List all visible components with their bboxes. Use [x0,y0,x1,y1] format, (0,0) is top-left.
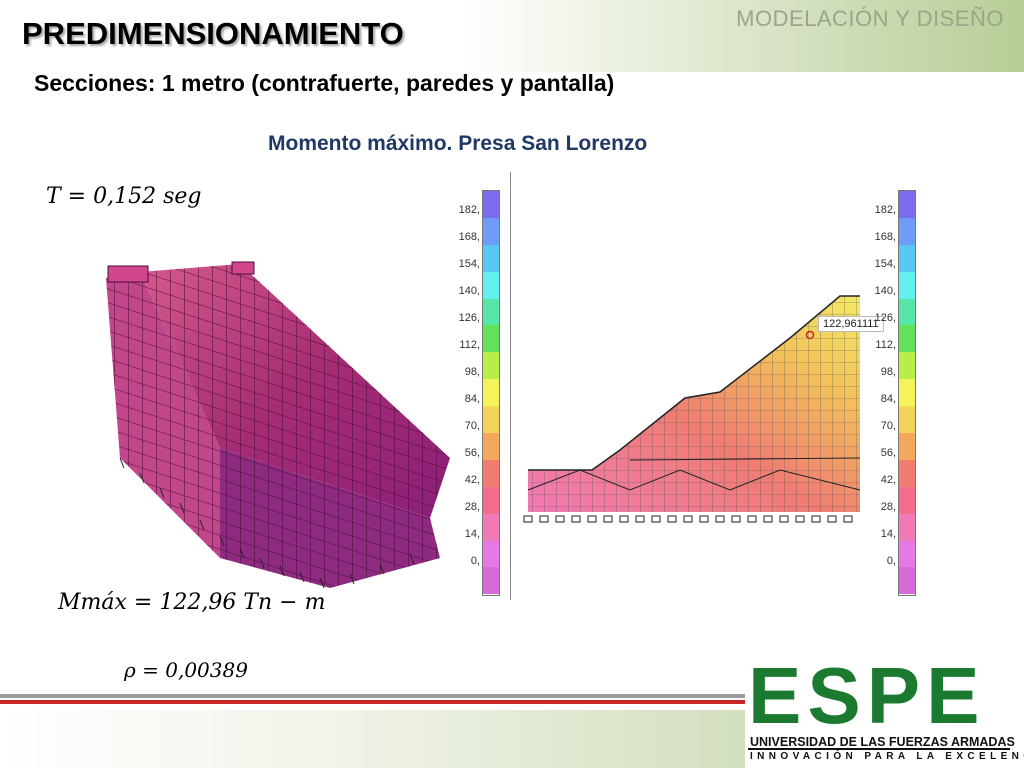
legend-swatch [483,217,499,245]
legend-swatch [899,486,915,514]
legend-tick: 28, [464,501,480,513]
legend-tick: 98, [880,366,896,378]
legend-left-colorbar [482,190,500,596]
legend-tick: 14, [880,528,896,540]
legend-swatch [483,298,499,326]
legend-swatch [899,271,915,299]
legend-tick: 70, [464,420,480,432]
legend-swatch [899,406,915,434]
legend-swatch [899,217,915,245]
legend-swatch [899,298,915,326]
legend-tick: 182, [458,204,480,216]
page-title: PREDIMENSIONAMIENTO [22,16,404,51]
legend-tick: 140, [874,285,896,297]
footer-rule [0,694,745,708]
legend-tick: 0, [470,555,480,567]
dam-3d-model-image [106,261,450,588]
logo-rule [748,748,1010,750]
max-moment-annotation: 122,961111 [818,316,884,332]
logo-wordmark: ESPE [748,651,986,740]
legend-swatch [483,486,499,514]
max-moment-equation: Mmáx = 122,96 Tn − m [58,590,326,615]
legend-right: 182, 168, 154, 140, 126, 112, 98, 84, 70… [862,190,922,596]
legend-tick: 42, [464,474,480,486]
legend-tick: 42, [880,474,896,486]
legend-swatch [899,379,915,407]
legend-tick: 84, [464,393,480,405]
legend-tick: 56, [880,447,896,459]
legend-swatch [899,540,915,568]
legend-swatch [899,191,915,218]
header-band [0,0,1024,72]
legend-swatch [483,433,499,460]
legend-swatch [483,352,499,380]
rho-equation: ρ = 0,00389 [124,658,248,682]
footer-band [0,710,745,768]
legend-swatch [483,406,499,434]
espe-logo: ESPE UNIVERSIDAD DE LAS FUERZAS ARMADAS … [748,656,1024,766]
legend-tick: 56, [464,447,480,459]
legend-tick: 168, [458,231,480,243]
legend-tick: 126, [874,312,896,324]
legend-swatch [483,271,499,299]
section-tag: MODELACIÓN Y DISEÑO [736,6,1004,31]
period-equation: T = 0,152 seg [46,184,202,209]
legend-swatch [899,567,915,595]
legend-left: 182, 168, 154, 140, 126, 112, 98, 84, 70… [446,190,506,596]
legend-tick: 70, [880,420,896,432]
legend-swatch [899,459,915,487]
legend-tick: 112, [459,339,480,351]
legend-right-colorbar [898,190,916,596]
legend-tick: 98, [464,366,480,378]
legend-tick: 154, [874,258,896,270]
legend-tick: 0, [886,555,896,567]
legend-tick: 182, [874,204,896,216]
legend-swatch [899,513,915,541]
legend-tick: 28, [880,501,896,513]
legend-tick: 14, [464,528,480,540]
legend-swatch [899,325,915,353]
legend-swatch [483,513,499,541]
legend-tick: 84, [880,393,896,405]
legend-swatch [483,459,499,487]
legend-swatch [483,244,499,272]
figure-divider [510,172,511,600]
legend-swatch [483,567,499,595]
legend-tick: 140, [458,285,480,297]
page-subtitle: Secciones: 1 metro (contrafuerte, parede… [34,70,615,96]
legend-swatch [899,244,915,272]
legend-tick: 168, [874,231,896,243]
legend-tick: 112, [875,339,896,351]
legend-swatch [483,325,499,353]
legend-swatch [483,540,499,568]
legend-tick: 154, [458,258,480,270]
logo-university-name: UNIVERSIDAD DE LAS FUERZAS ARMADAS [750,735,1015,749]
legend-swatch [483,379,499,407]
figure-caption: Momento máximo. Presa San Lorenzo [268,132,648,155]
legend-tick: 126, [458,312,480,324]
dam-2d-contour-image [523,295,861,523]
legend-swatch [899,433,915,460]
logo-motto: INNOVACIÓN PARA LA EXCELENCIA [750,751,1024,762]
legend-swatch [899,352,915,380]
legend-swatch [483,191,499,218]
